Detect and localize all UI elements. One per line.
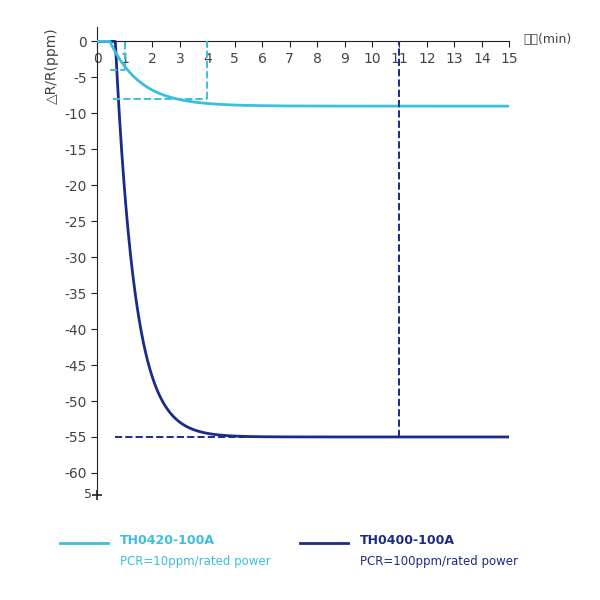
Text: PCR=10ppm/rated power: PCR=10ppm/rated power (120, 554, 271, 568)
Text: 时间(min): 时间(min) (523, 33, 571, 46)
Text: 5: 5 (84, 488, 92, 501)
Y-axis label: △R/R(ppm): △R/R(ppm) (45, 27, 59, 104)
Text: TH0420-100A: TH0420-100A (120, 533, 215, 547)
Text: PCR=100ppm/rated power: PCR=100ppm/rated power (360, 554, 518, 568)
Text: TH0400-100A: TH0400-100A (360, 533, 455, 547)
